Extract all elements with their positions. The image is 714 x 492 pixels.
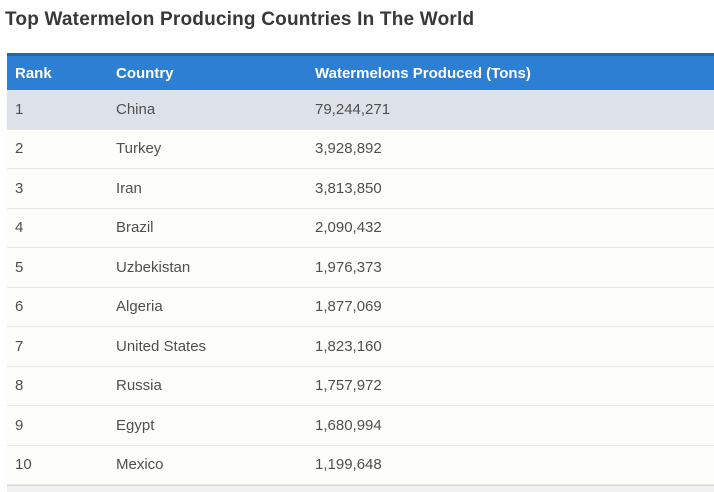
column-header-rank: Rank	[15, 64, 52, 82]
cell-produced: 1,877,069	[315, 298, 382, 316]
cell-produced: 3,928,892	[315, 140, 382, 158]
column-header-country: Country	[116, 64, 174, 82]
cell-produced: 1,823,160	[315, 337, 382, 355]
cell-produced: 1,976,373	[315, 258, 382, 276]
cell-produced: 79,244,271	[315, 100, 391, 118]
cell-rank: 8	[15, 377, 24, 395]
column-header-watermelons-produced: Watermelons Produced (Tons)	[315, 64, 531, 82]
cell-country: Russia	[116, 377, 162, 395]
cell-produced: 2,090,432	[315, 219, 382, 237]
cell-rank: 9	[15, 416, 24, 434]
cell-rank: 1	[15, 100, 24, 118]
table-row: 10 Mexico 1,199,648	[7, 445, 714, 485]
cell-country: Uzbekistan	[116, 258, 191, 276]
table-row: 1 China 79,244,271	[7, 90, 714, 130]
table-row: 8 Russia 1,757,972	[7, 366, 714, 406]
cell-country: Brazil	[116, 219, 154, 237]
cell-produced: 1,757,972	[315, 377, 382, 395]
table-row: 9 Egypt 1,680,994	[7, 406, 714, 446]
cell-country: United States	[116, 337, 207, 355]
cell-rank: 3	[15, 179, 24, 197]
cell-rank: 7	[15, 337, 24, 355]
page-title: Top Watermelon Producing Countries In Th…	[5, 9, 475, 30]
cell-country: Egypt	[116, 416, 155, 434]
table-row: 3 Iran 3,813,850	[7, 169, 714, 209]
cell-country: Mexico	[116, 456, 164, 474]
table-row: 4 Brazil 2,090,432	[7, 208, 714, 248]
table-row: 7 United States 1,823,160	[7, 327, 714, 367]
table-body: 1 China 79,244,271 2 Turkey 3,928,892 3 …	[7, 90, 714, 485]
table-footer-strip	[7, 485, 714, 492]
cell-rank: 10	[15, 456, 32, 474]
cell-country: Turkey	[116, 140, 162, 158]
cell-rank: 4	[15, 219, 24, 237]
watermelon-production-table: Rank Country Watermelons Produced (Tons)…	[7, 53, 714, 485]
table-header-row: Rank Country Watermelons Produced (Tons)	[7, 53, 714, 90]
table-row: 5 Uzbekistan 1,976,373	[7, 248, 714, 288]
cell-produced: 1,680,994	[315, 416, 382, 434]
cell-produced: 1,199,648	[315, 456, 382, 474]
cell-rank: 2	[15, 140, 24, 158]
table-row: 6 Algeria 1,877,069	[7, 287, 714, 327]
cell-rank: 6	[15, 298, 24, 316]
cell-country: Iran	[116, 179, 142, 197]
table-row: 2 Turkey 3,928,892	[7, 129, 714, 169]
cell-country: China	[116, 100, 156, 118]
cell-produced: 3,813,850	[315, 179, 382, 197]
cell-rank: 5	[15, 258, 24, 276]
cell-country: Algeria	[116, 298, 163, 316]
